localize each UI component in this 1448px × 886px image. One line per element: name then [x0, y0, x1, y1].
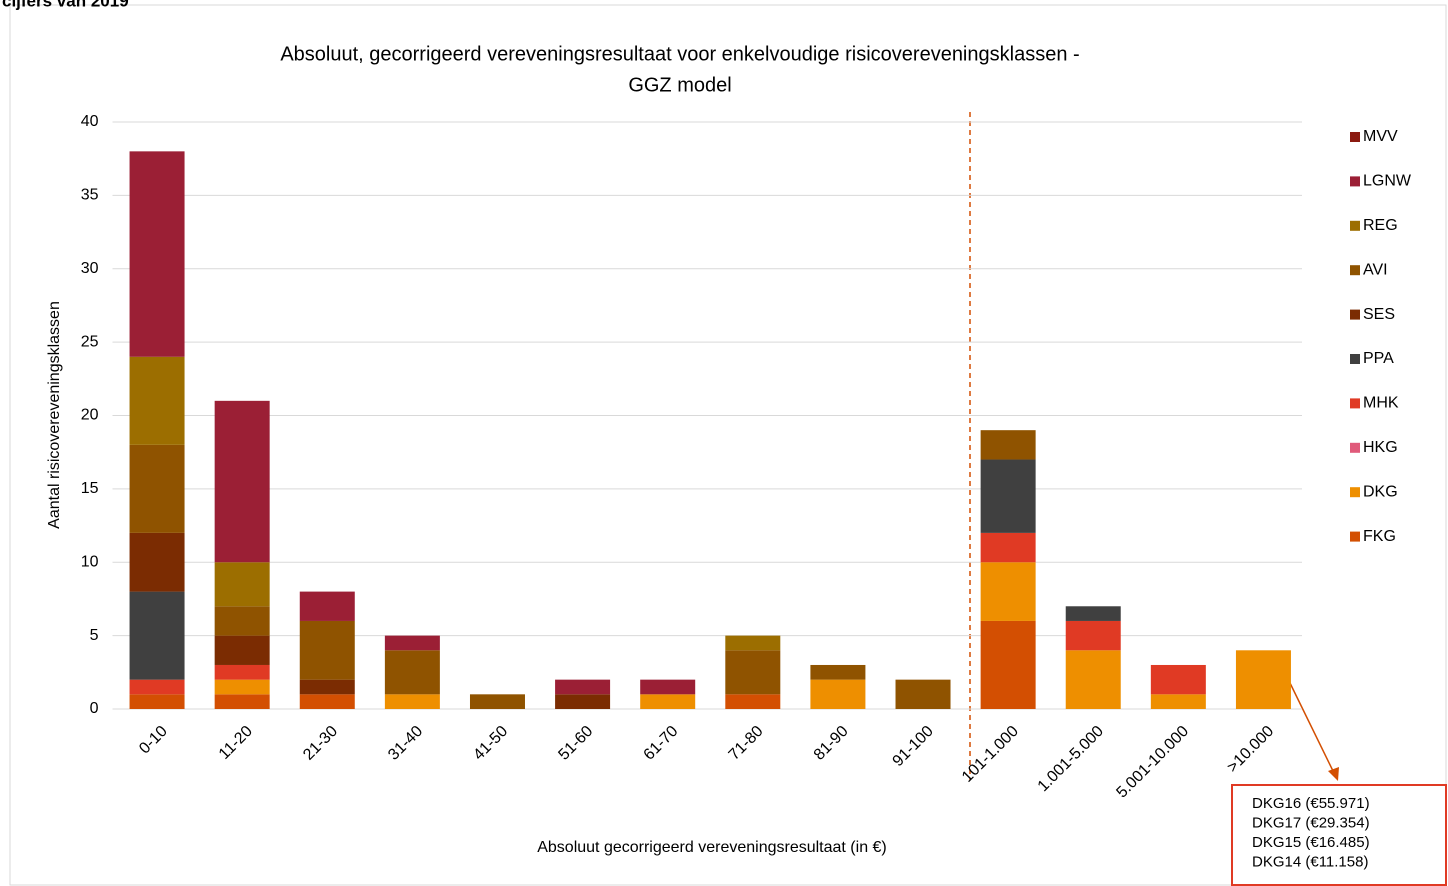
bar-segment [214, 694, 270, 709]
annotation-arrow [1289, 682, 1335, 774]
y-tick-label: 20 [81, 407, 99, 424]
legend-label: HKG [1363, 439, 1398, 456]
bar-segment [129, 356, 185, 445]
bar-segment [640, 679, 696, 695]
bar-segment [299, 694, 355, 709]
annotation-text: DKG16 (€55.971) [1252, 795, 1370, 812]
legend-swatch [1350, 531, 1360, 542]
y-tick-label: 40 [81, 113, 99, 130]
bar-segment [725, 694, 781, 709]
bar-segment [129, 679, 185, 695]
y-tick-label: 30 [81, 260, 99, 277]
chart-title: Absoluut, gecorrigeerd vereveningsresult… [280, 43, 1079, 65]
x-axis-label: Absoluut gecorrigeerd vereveningsresulta… [537, 839, 887, 856]
bar-segment [214, 679, 270, 695]
annotation-text: DKG15 (€16.485) [1252, 834, 1370, 851]
legend-label: MVV [1363, 128, 1398, 145]
bar-segment [214, 664, 270, 680]
bar-segment [214, 562, 270, 607]
bar-segment [980, 562, 1036, 621]
legend-swatch [1350, 442, 1360, 453]
legend-swatch [1350, 354, 1360, 364]
bar-segment [895, 679, 951, 709]
legend-label: AVI [1363, 261, 1388, 278]
y-tick-label: 15 [81, 480, 99, 497]
bar-segment [1150, 694, 1206, 709]
legend-swatch [1350, 398, 1360, 409]
bar-segment [725, 635, 781, 651]
legend-swatch [1350, 265, 1360, 276]
bar-segment [299, 591, 355, 621]
bar-segment [384, 635, 440, 651]
annotation-text: DKG14 (€11.158) [1252, 853, 1368, 870]
y-tick-label: 5 [90, 627, 99, 644]
legend-label: LGNW [1363, 173, 1412, 190]
bar-segment [555, 679, 611, 695]
bar-segment [980, 430, 1036, 460]
legend-label: MHK [1363, 395, 1399, 412]
bar-segment [214, 606, 270, 636]
bar-segment [384, 650, 440, 695]
bar-segment [129, 591, 185, 680]
y-tick-label: 35 [81, 187, 99, 204]
bar-segment [129, 151, 185, 357]
bar-segment [214, 635, 270, 665]
legend-label: REG [1363, 217, 1398, 234]
bar-segment [980, 532, 1036, 563]
y-tick-label: 10 [81, 553, 99, 570]
bar-segment [640, 694, 696, 709]
bar-segment [1065, 606, 1121, 621]
bar-segment [1065, 650, 1121, 709]
annotation-text: DKG17 (€29.354) [1252, 814, 1370, 831]
bar-segment [384, 694, 440, 709]
bar-segment [980, 620, 1036, 709]
bar-segment [469, 694, 525, 709]
bar-segment [214, 400, 270, 563]
bar-segment [129, 694, 185, 709]
y-axis-label: Aantal risicovereveningsklassen [46, 301, 63, 529]
bar-segment [810, 679, 866, 709]
bar-segment [299, 620, 355, 680]
chart-subtitle: GGZ model [628, 74, 731, 96]
bar-segment [555, 694, 611, 709]
legend-label: PPA [1363, 350, 1394, 367]
bar-segment [129, 444, 185, 533]
bar-segment [1150, 664, 1206, 695]
bar-segment [725, 650, 781, 695]
legend-swatch [1350, 309, 1360, 320]
bar-segment [980, 459, 1036, 533]
arrow-head [1328, 767, 1339, 781]
legend-label: DKG [1363, 483, 1398, 500]
y-tick-label: 25 [81, 333, 99, 350]
legend-label: FKG [1363, 528, 1396, 545]
page-header: cijfers van 2019 [2, 0, 129, 10]
y-tick-label: 0 [90, 700, 99, 717]
annotation-box [1231, 784, 1447, 886]
legend-label: SES [1363, 306, 1395, 323]
legend-swatch [1350, 487, 1360, 498]
legend-swatch [1350, 220, 1360, 231]
bar-segment [810, 664, 866, 680]
legend-swatch [1350, 176, 1360, 187]
bar-segment [299, 679, 355, 695]
bar-segment [1235, 650, 1291, 709]
bar-segment [1065, 620, 1121, 651]
bar-segment [129, 532, 185, 592]
legend-swatch [1350, 132, 1360, 142]
